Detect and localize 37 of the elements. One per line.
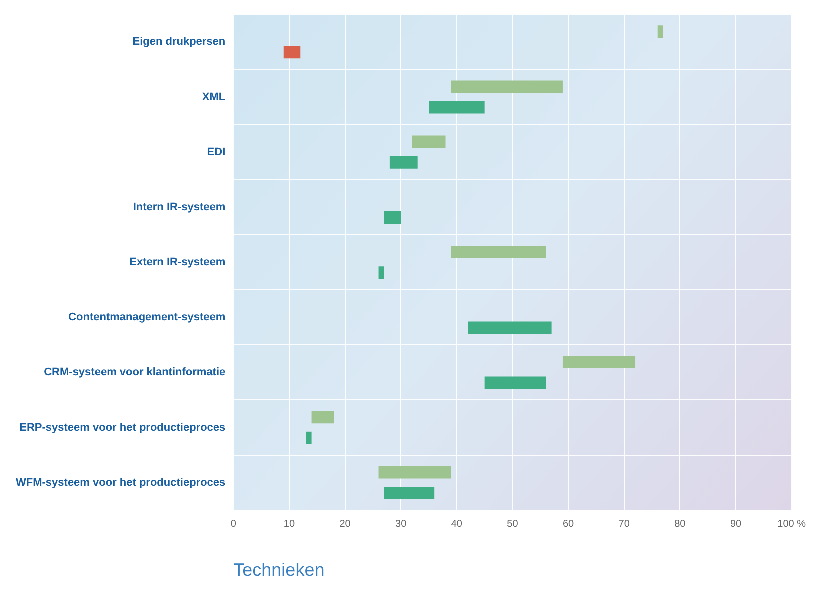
y-tick-label: Eigen drukpersen: [132, 36, 226, 48]
bar: [451, 246, 546, 258]
x-axis-title: Technieken: [234, 560, 325, 580]
x-tick-label: 40: [451, 519, 463, 530]
bar: [484, 376, 546, 390]
x-tick-label: 60: [562, 519, 575, 530]
x-tick-label: 20: [340, 519, 352, 530]
y-tick-label: Contentmanagement-systeem: [68, 312, 226, 324]
bar: [378, 266, 384, 280]
bar: [412, 136, 446, 148]
bar: [378, 466, 452, 479]
x-tick-label: 70: [618, 519, 630, 530]
x-tick-label: 80: [674, 519, 686, 530]
bar: [562, 356, 636, 369]
bar: [284, 46, 301, 59]
x-tick-label: 30: [396, 519, 408, 530]
bar: [451, 80, 563, 94]
bar: [384, 212, 402, 224]
bar: [658, 26, 664, 38]
y-tick-label: WFM-systeem voor het productieproces: [16, 476, 226, 489]
bar: [468, 322, 552, 334]
y-tick-label: Intern IR-systeem: [133, 201, 226, 214]
bar: [384, 486, 435, 500]
bar: [312, 411, 334, 424]
x-tick-label: 100 %: [778, 519, 806, 530]
y-tick-label: Extern IR-systeem: [130, 256, 226, 269]
x-tick-label: 0: [230, 519, 237, 530]
x-tick-label: 10: [284, 519, 296, 530]
y-tick-label: EDI: [207, 146, 226, 158]
bar: [390, 156, 418, 169]
y-tick-label: XML: [202, 91, 226, 104]
y-tick-label: ERP-systeem voor het productieproces: [20, 422, 226, 434]
bar: [306, 432, 312, 444]
bar: [429, 101, 485, 114]
x-tick-label: 90: [730, 519, 742, 530]
y-tick-label: CRM-systeem voor klantinformatie: [44, 366, 226, 379]
x-tick-label: 50: [507, 519, 519, 530]
